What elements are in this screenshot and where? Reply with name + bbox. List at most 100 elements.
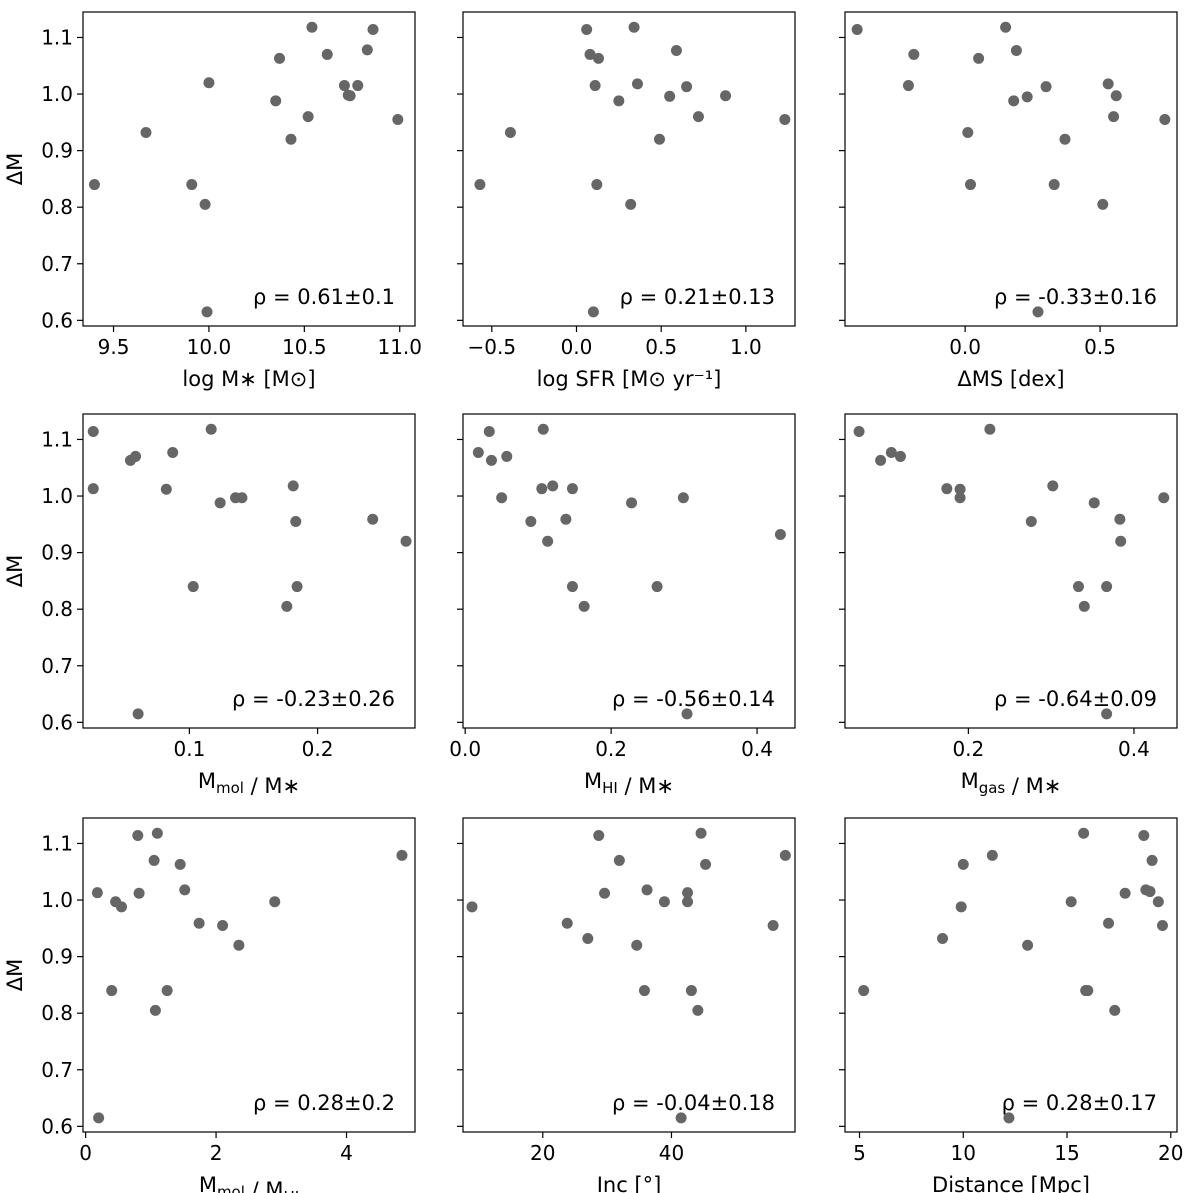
scatter-panel-9: 5 10 15 20 Distance [Mpc] ρ = 0.28±0.17: [839, 817, 1184, 1193]
data-point: [587, 306, 599, 318]
data-point: [885, 446, 897, 458]
y-tick-label: 0.8: [41, 1001, 73, 1025]
correlation-annotation: ρ = -0.33±0.16: [994, 285, 1157, 309]
data-point: [1102, 78, 1114, 90]
plot-frame: [844, 817, 1178, 1133]
data-point: [269, 896, 281, 908]
data-point: [628, 21, 640, 33]
x-tick-label: 0.2: [302, 737, 334, 761]
data-point: [566, 581, 578, 593]
data-point: [1159, 113, 1171, 125]
data-point: [1152, 896, 1164, 908]
data-point: [631, 939, 643, 951]
data-point: [1040, 81, 1052, 93]
scatter-panel-5: 0.0 0.2 0.4 MHI / M∗ ρ = -0.56±0.14: [449, 413, 796, 798]
data-point: [87, 426, 99, 438]
data-point: [682, 887, 694, 899]
x-tick-label: 10.0: [187, 335, 232, 359]
plot-frame: [462, 11, 796, 327]
x-tick-label: 10: [951, 1141, 976, 1165]
data-point: [965, 179, 977, 191]
data-point: [973, 52, 985, 64]
data-point: [670, 44, 682, 56]
data-point: [1097, 198, 1109, 210]
data-point: [908, 48, 920, 60]
data-point: [720, 90, 732, 102]
data-point: [501, 450, 513, 462]
correlation-annotation: ρ = 0.61±0.1: [253, 285, 395, 309]
plot-frame: [844, 413, 1178, 729]
data-point: [290, 515, 302, 527]
x-tick-label: 2: [210, 1141, 223, 1165]
panel-grid: 0.6 0.7 0.8 0.9 1.0 1.1 9.5 10.0 10.5 11.0 log M∗ …: [3, 11, 1184, 1193]
data-point: [179, 884, 191, 896]
data-point: [582, 933, 594, 945]
data-point: [1000, 21, 1012, 33]
correlation-annotation: ρ = 0.21±0.13: [620, 285, 775, 309]
data-point: [853, 426, 865, 438]
x-tick-label: 0.4: [741, 737, 773, 761]
data-point: [774, 529, 786, 541]
data-point: [1146, 854, 1158, 866]
x-tick-label: 11.0: [377, 335, 422, 359]
x-tick-label: 0.1: [173, 737, 205, 761]
data-point: [287, 480, 299, 492]
data-point: [1065, 896, 1077, 908]
data-point: [306, 21, 318, 33]
data-point: [205, 423, 217, 435]
data-point: [485, 454, 497, 466]
data-point: [1048, 179, 1060, 191]
data-point: [542, 535, 554, 547]
data-point: [685, 985, 697, 997]
data-point: [344, 90, 356, 102]
y-tick-label: 0.9: [41, 945, 73, 969]
data-point: [270, 95, 282, 107]
y-tick-label: 1.0: [41, 888, 73, 912]
data-point: [201, 306, 213, 318]
data-point: [504, 127, 516, 139]
data-point: [525, 515, 537, 527]
data-point: [664, 90, 676, 102]
data-point: [199, 198, 211, 210]
data-point: [186, 179, 198, 191]
data-point: [700, 858, 712, 870]
data-point: [151, 827, 163, 839]
y-tick-label: 0.8: [41, 597, 73, 621]
data-point: [132, 830, 144, 842]
x-tick-label: 0.2: [952, 737, 984, 761]
data-point: [984, 423, 996, 435]
correlation-annotation: ρ = 0.28±0.2: [253, 1091, 395, 1115]
data-point: [962, 127, 974, 139]
data-point: [133, 887, 145, 899]
data-point: [274, 52, 286, 64]
data-point: [651, 581, 663, 593]
data-point: [593, 52, 605, 64]
data-point: [321, 48, 333, 60]
x-tick-label: 20: [530, 1141, 555, 1165]
data-point: [367, 513, 379, 525]
data-point: [361, 44, 373, 56]
data-point: [584, 48, 596, 60]
data-point: [536, 483, 548, 495]
data-point: [653, 133, 665, 145]
y-tick-label: 1.0: [41, 82, 73, 106]
data-point: [626, 497, 638, 509]
data-point: [638, 985, 650, 997]
data-point: [682, 896, 694, 908]
x-axis-label: log M∗ [M⊙]: [182, 367, 315, 391]
data-point: [233, 939, 245, 951]
data-point: [957, 858, 969, 870]
data-point: [547, 480, 559, 492]
data-point: [589, 80, 601, 92]
data-point: [161, 985, 173, 997]
y-tick-label: 0.9: [41, 139, 73, 163]
data-point: [496, 492, 508, 504]
data-point: [1109, 1004, 1121, 1016]
data-point: [578, 600, 590, 612]
data-point: [148, 854, 160, 866]
y-axis-label: ΔM: [3, 959, 27, 991]
x-tick-label: 0.0: [561, 335, 593, 359]
y-tick-label: 0.7: [41, 252, 73, 276]
data-point: [88, 179, 100, 191]
